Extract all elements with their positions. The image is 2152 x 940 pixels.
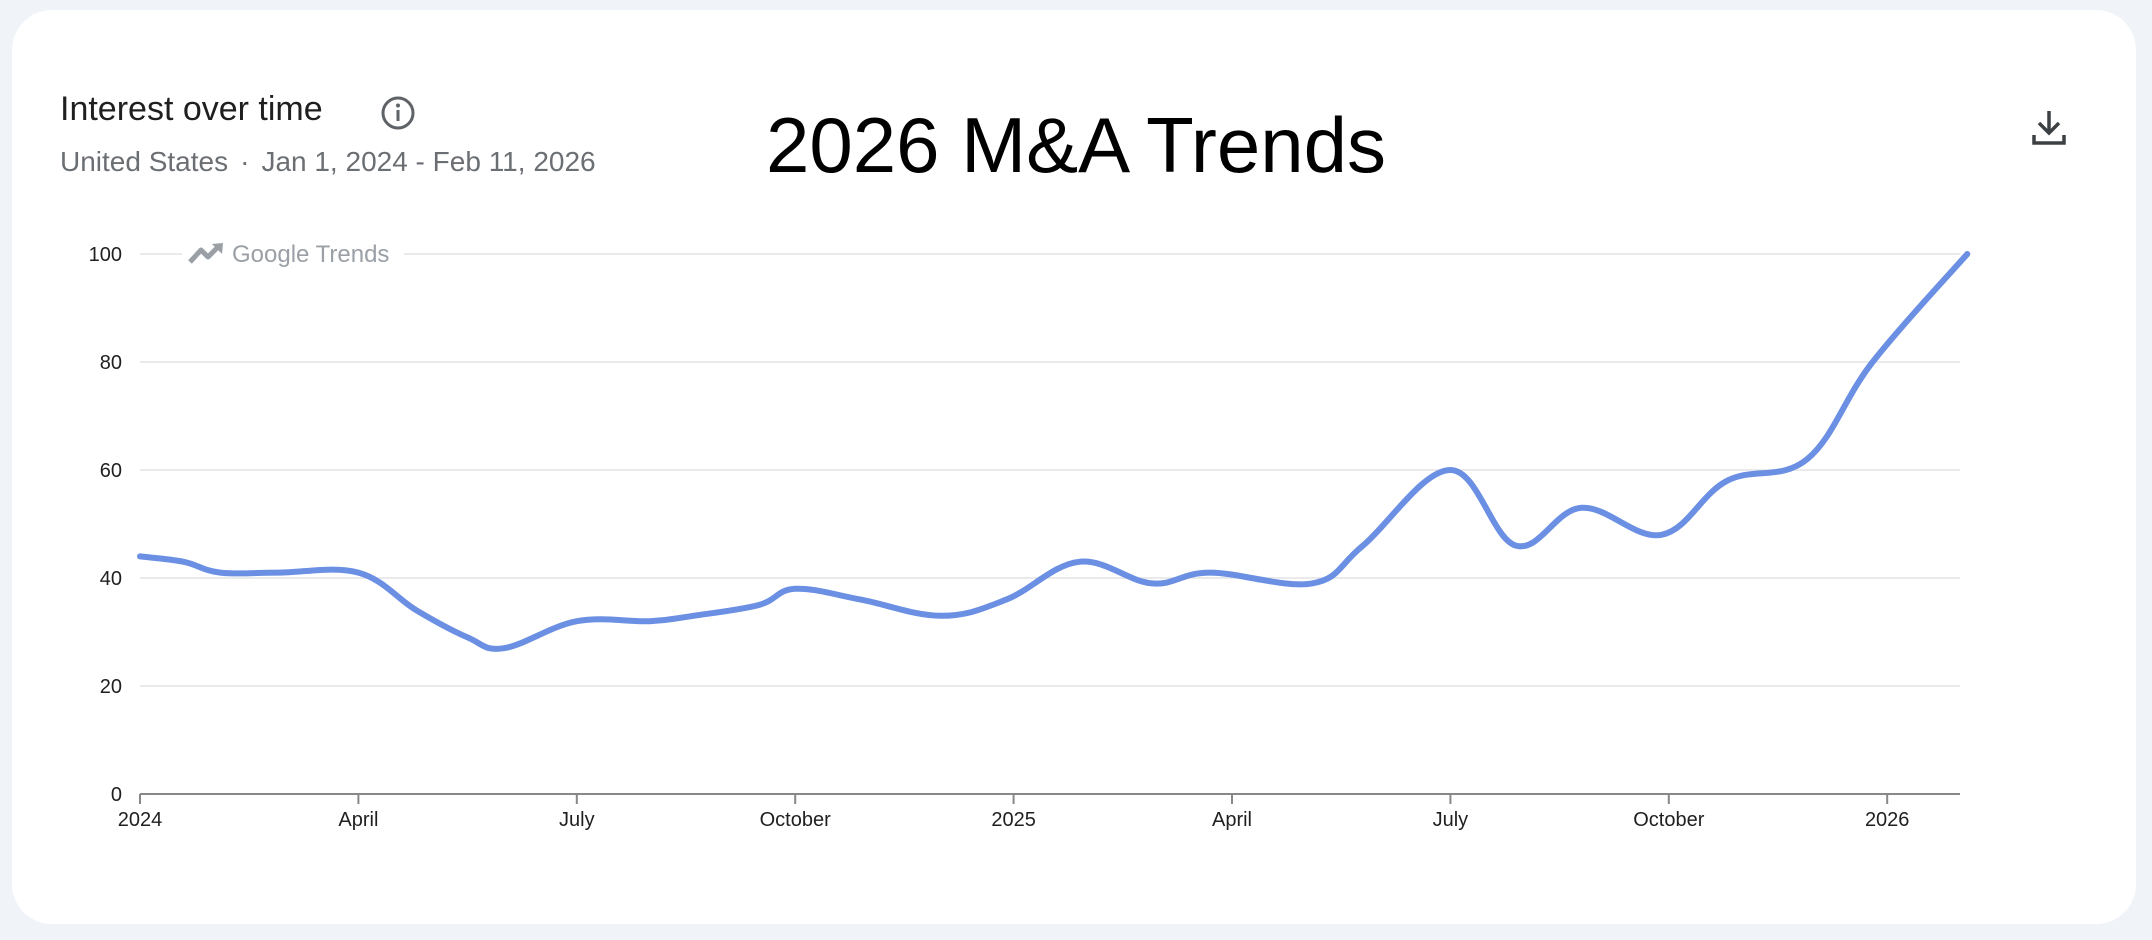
data-point-16[interactable] <box>1076 559 1082 565</box>
date-range-label: Jan 1, 2024 - Feb 11, 2026 <box>261 146 596 177</box>
data-point-4[interactable] <box>355 570 361 576</box>
data-point-18[interactable] <box>1207 570 1213 576</box>
x-tick-label-2: July <box>559 809 595 831</box>
y-tick-label-100: 100 <box>89 244 122 266</box>
data-point-8[interactable] <box>574 618 580 624</box>
x-tick-label-6: July <box>1433 809 1469 831</box>
series-layer <box>137 251 1971 652</box>
y-tick-label-80: 80 <box>100 352 122 374</box>
separator-dot: · <box>240 146 250 177</box>
x-tick-label-1: April <box>338 809 378 831</box>
data-point-17[interactable] <box>1149 580 1155 586</box>
data-point-9[interactable] <box>647 618 653 624</box>
data-point-14[interactable] <box>938 613 944 619</box>
data-point-10[interactable] <box>690 613 696 619</box>
download-icon[interactable] <box>2030 108 2068 148</box>
data-point-5[interactable] <box>414 607 420 613</box>
data-point-6[interactable] <box>465 634 471 640</box>
card-subtitle: United States · Jan 1, 2024 - Feb 11, 2026 <box>60 146 596 178</box>
watermark-background <box>182 236 404 272</box>
x-tick-label-5: April <box>1212 809 1252 831</box>
data-point-2[interactable] <box>217 570 223 576</box>
data-point-12[interactable] <box>792 586 798 592</box>
x-tick-label-3: October <box>760 809 831 831</box>
data-point-11[interactable] <box>756 602 762 608</box>
trend-arrow-head-icon <box>212 243 223 254</box>
data-point-3[interactable] <box>275 570 281 576</box>
data-point-15[interactable] <box>1003 597 1009 603</box>
x-tick-label-7: October <box>1633 809 1704 831</box>
card-title: Interest over time <box>60 90 323 128</box>
interest-over-time-card <box>12 10 2136 924</box>
region-label: United States <box>60 146 229 177</box>
watermark-brand: Google <box>232 241 309 268</box>
y-tick-label-60: 60 <box>100 460 122 482</box>
grid-layer <box>140 253 1960 687</box>
x-tick-label-8: 2026 <box>1865 809 1910 831</box>
data-point-25[interactable] <box>1724 478 1730 484</box>
watermark-product: Trends <box>316 241 390 268</box>
x-tick-label-4: 2025 <box>991 809 1036 831</box>
y-tick-label-20: 20 <box>100 676 122 698</box>
x-tick-label-0: 2024 <box>118 809 163 831</box>
y-tick-label-0: 0 <box>111 784 122 806</box>
data-point-24[interactable] <box>1659 532 1665 538</box>
data-point-20[interactable] <box>1360 543 1366 549</box>
trend-arrow-icon <box>188 244 221 264</box>
data-point-27[interactable] <box>1870 359 1876 365</box>
data-point-0[interactable] <box>137 553 143 559</box>
info-icon[interactable] <box>380 95 416 131</box>
data-point-22[interactable] <box>1513 543 1519 549</box>
data-point-28[interactable] <box>1964 251 1970 257</box>
data-point-13[interactable] <box>858 597 864 603</box>
axis-layer: 0 20 40 60 80 100 2024 April July October 2025 Apri… <box>89 244 1960 831</box>
data-point-19[interactable] <box>1309 580 1315 586</box>
series-line-0 <box>137 251 1971 652</box>
data-point-1[interactable] <box>181 559 187 565</box>
google-trends-watermark: Google Trends <box>182 236 404 272</box>
data-point-21[interactable] <box>1447 467 1453 473</box>
data-point-23[interactable] <box>1578 505 1584 511</box>
y-tick-label-40: 40 <box>100 568 122 590</box>
data-point-7[interactable] <box>501 645 507 651</box>
overlay-title: 2026 M&A Trends <box>765 101 1387 189</box>
watermark-label: Google Trends <box>232 241 389 268</box>
data-point-26[interactable] <box>1804 456 1810 462</box>
